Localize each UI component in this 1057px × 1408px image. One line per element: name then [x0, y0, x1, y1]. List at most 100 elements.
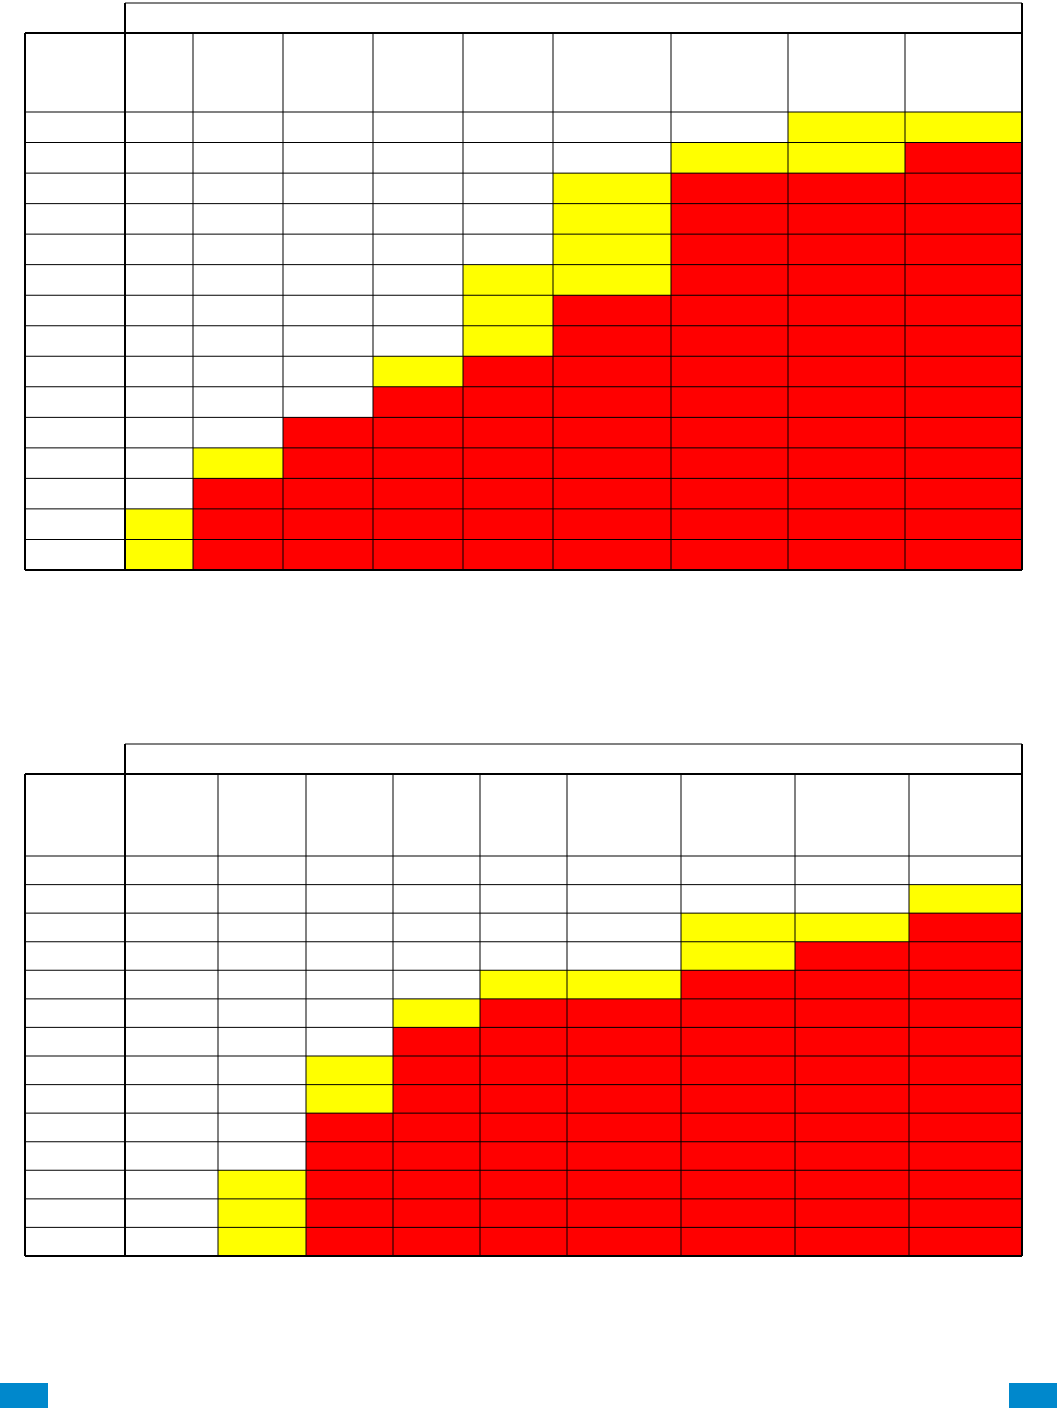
table-cell: [795, 1056, 909, 1085]
table-cell: [125, 142, 193, 174]
table-cell: [125, 417, 193, 448]
table-cell: [306, 856, 393, 885]
table-cell: [567, 1056, 681, 1085]
table-cell: [905, 203, 1022, 235]
table-cell: [283, 203, 373, 235]
table-cell: [480, 998, 567, 1028]
table-cell: [671, 264, 788, 296]
table-cell: [393, 1227, 480, 1256]
table-cell: [393, 1113, 480, 1142]
table-cell: [125, 970, 218, 999]
table-cell: [193, 234, 283, 265]
table-cell: [480, 1056, 567, 1085]
table-cell: [905, 447, 1022, 479]
table-cell: [905, 295, 1022, 326]
table-cell: [306, 913, 393, 942]
table-cell: [909, 1084, 1022, 1114]
table-cell: [218, 856, 306, 885]
table-cell: [283, 417, 373, 448]
table-cell: [125, 203, 193, 235]
table-cell: [553, 234, 671, 265]
table-cell: [393, 1170, 480, 1199]
table-cell: [788, 417, 905, 448]
table-cell: [373, 478, 463, 509]
table-cell: [463, 356, 553, 387]
table-cell: [905, 112, 1022, 143]
table-cell: [567, 1141, 681, 1171]
table-cell: [788, 508, 905, 540]
table-cell: [218, 913, 306, 942]
table-cell: [306, 941, 393, 971]
table-cell: [393, 884, 480, 914]
table-cell: [788, 112, 905, 143]
table-cell: [283, 173, 373, 204]
table-cell: [480, 1027, 567, 1056]
table-cell: [567, 998, 681, 1028]
table-cell: [788, 295, 905, 326]
table-cell: [125, 539, 193, 570]
table-cell: [553, 447, 671, 479]
table-cell: [125, 447, 193, 479]
table-cell: [567, 941, 681, 971]
table-cell: [567, 884, 681, 914]
table-cell: [306, 884, 393, 914]
table-cell: [909, 970, 1022, 999]
table-cell: [567, 913, 681, 942]
table-cell: [795, 1141, 909, 1171]
table-cell: [671, 539, 788, 570]
table-cell: [283, 386, 373, 418]
table-cell: [373, 112, 463, 143]
table-cell: [905, 539, 1022, 570]
table-cell: [795, 1227, 909, 1256]
table-cell: [283, 508, 373, 540]
table-cell: [681, 913, 795, 942]
table-cell: [788, 142, 905, 174]
table-cell: [795, 1113, 909, 1142]
table-cell: [218, 1084, 306, 1114]
table-cell: [193, 203, 283, 235]
table-cell: [125, 356, 193, 387]
table-cell: [193, 356, 283, 387]
table-cell: [567, 1170, 681, 1199]
table-cell: [218, 1227, 306, 1256]
table-cell: [795, 970, 909, 999]
table-cell: [671, 112, 788, 143]
table-cell: [218, 1056, 306, 1085]
table-cell: [681, 941, 795, 971]
table-cell: [125, 884, 218, 914]
footer-mark: [0, 1383, 48, 1408]
table-cell: [553, 112, 671, 143]
table-cell: [788, 203, 905, 235]
table-cell: [795, 1027, 909, 1056]
table-cell: [193, 539, 283, 570]
table-cell: [373, 447, 463, 479]
table-cell: [125, 1141, 218, 1171]
table-cell: [125, 913, 218, 942]
table-cell: [218, 1170, 306, 1199]
table-cell: [393, 1198, 480, 1228]
table-cell: [795, 1084, 909, 1114]
table-cell: [553, 386, 671, 418]
table-cell: [125, 1227, 218, 1256]
table-cell: [283, 264, 373, 296]
table-cell: [306, 1141, 393, 1171]
table-cell: [567, 1198, 681, 1228]
table-cell: [553, 508, 671, 540]
table-cell: [553, 295, 671, 326]
table-cell: [463, 264, 553, 296]
table-cell: [373, 203, 463, 235]
table-cell: [193, 508, 283, 540]
table-cell: [306, 1084, 393, 1114]
table-cell: [373, 417, 463, 448]
table-cell: [463, 142, 553, 174]
table-cell: [393, 913, 480, 942]
table-cell: [393, 1027, 480, 1056]
table-cell: [909, 941, 1022, 971]
table-cell: [463, 508, 553, 540]
table-cell: [463, 234, 553, 265]
table-cell: [193, 386, 283, 418]
table-cell: [218, 1198, 306, 1228]
table-cell: [463, 325, 553, 357]
table-cell: [909, 1227, 1022, 1256]
